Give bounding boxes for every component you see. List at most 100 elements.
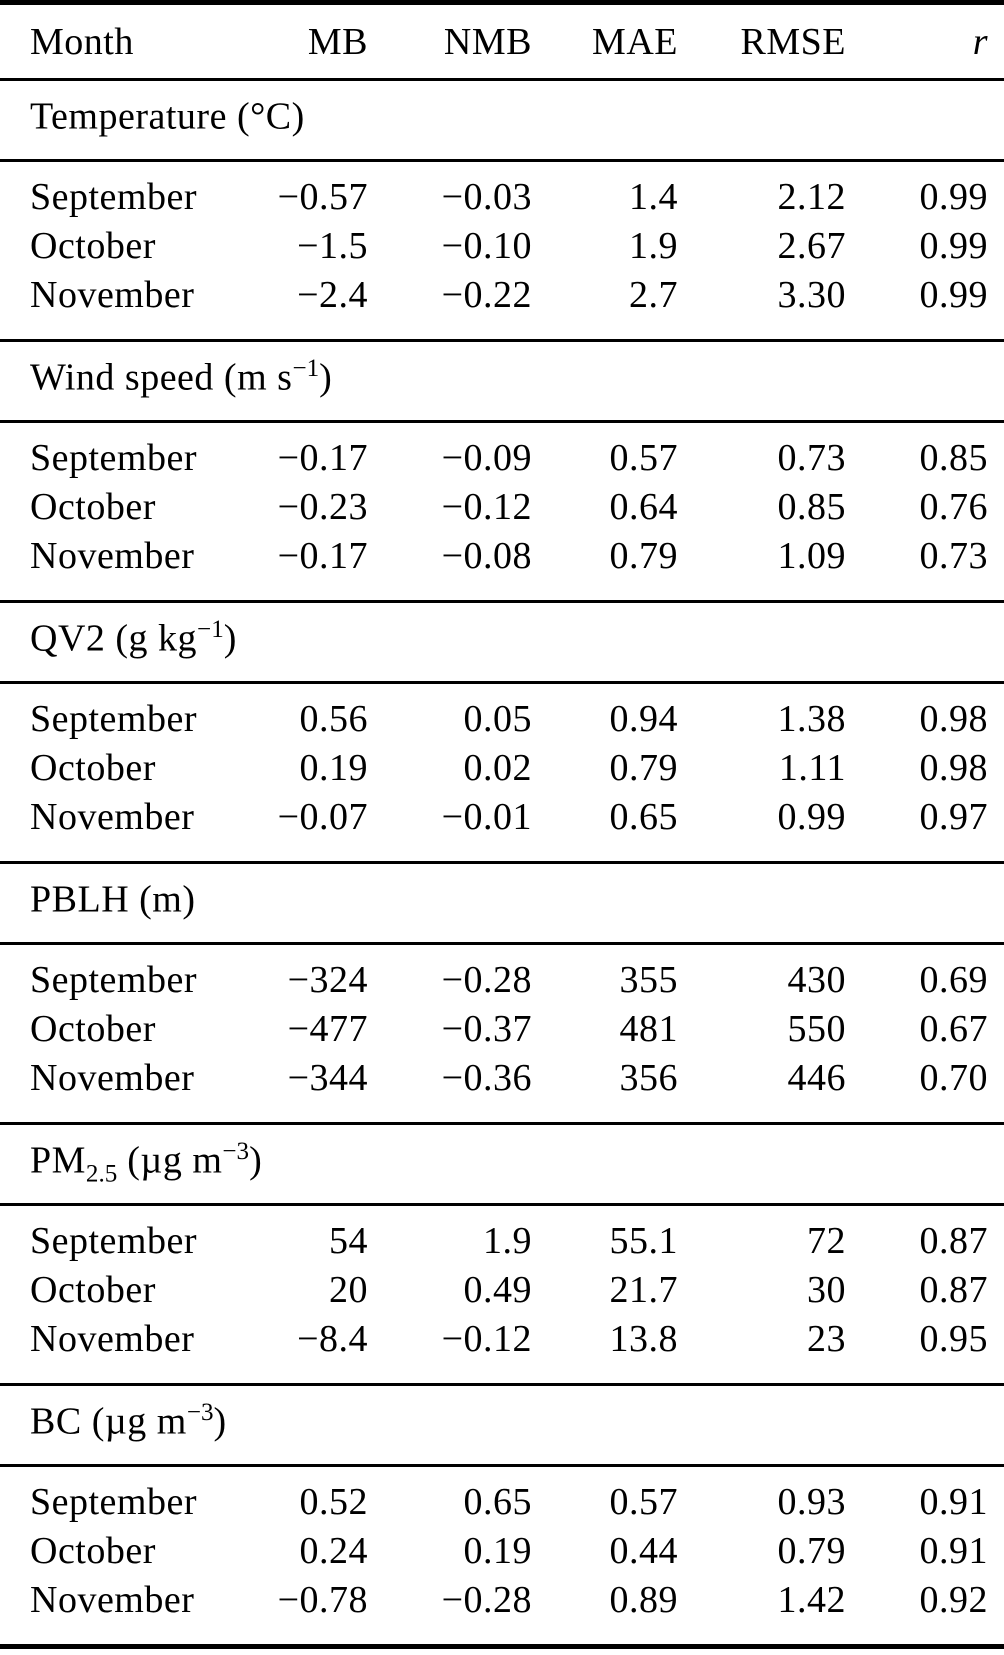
header-row: Month MB NMB MAE RMSE r	[0, 2, 1004, 81]
section-header-row-wind-speed: Wind speed (m s−1)	[0, 340, 1004, 423]
cell-nmb: −0.22	[368, 270, 532, 342]
cell-month: November	[0, 1053, 220, 1125]
table-row: September 0.52 0.65 0.57 0.93 0.91	[0, 1466, 1004, 1527]
cell-r: 0.91	[919, 1480, 988, 1523]
cell-mae: 0.89	[532, 1575, 678, 1648]
column-header-mae: MAE	[532, 2, 678, 81]
column-header-mb: MB	[220, 2, 368, 81]
cell-nmb: −0.28	[441, 958, 532, 1001]
cell-r: 0.99	[919, 224, 988, 267]
cell-rmse: 1.38	[777, 697, 846, 740]
cell-month: October	[30, 1268, 156, 1311]
cell-r: 0.98	[919, 697, 988, 740]
cell-mae: 0.79	[609, 746, 678, 789]
table-row: October −1.5 −0.10 1.9 2.67 0.99	[0, 221, 1004, 270]
column-header-r: r	[846, 2, 1004, 81]
cell-mae: 21.7	[609, 1268, 678, 1311]
section-title-bc: BC (µg m−3)	[0, 1384, 1004, 1467]
cell-rmse: 430	[787, 958, 846, 1001]
table-row: October −477 −0.37 481 550 0.67	[0, 1004, 1004, 1053]
section-title-wind-speed-post: )	[319, 356, 333, 399]
cell-month: October	[30, 746, 156, 789]
section-title-temperature: Temperature (°C)	[0, 79, 1004, 162]
table-row: September −324 −0.28 355 430 0.69	[0, 944, 1004, 1005]
cell-mb: −344	[220, 1053, 368, 1125]
section-header-row-qv2: QV2 (g kg−1)	[0, 601, 1004, 684]
section-title-qv2-post: )	[223, 617, 237, 660]
cell-mb: −0.07	[220, 792, 368, 864]
cell-nmb: −0.37	[441, 1007, 532, 1050]
cell-month: October	[30, 1529, 156, 1572]
cell-rmse: 0.85	[777, 485, 846, 528]
cell-rmse: 550	[787, 1007, 846, 1050]
section-header-row-pblh: PBLH (m)	[0, 862, 1004, 945]
cell-rmse: 2.12	[777, 175, 846, 218]
table-row: November −0.07 −0.01 0.65 0.99 0.97	[0, 792, 1004, 864]
table-row: November −0.17 −0.08 0.79 1.09 0.73	[0, 531, 1004, 603]
cell-nmb: −0.01	[368, 792, 532, 864]
cell-mae: 0.57	[609, 436, 678, 479]
cell-mae: 0.64	[609, 485, 678, 528]
section-title-qv2-sup: −1	[197, 615, 224, 643]
cell-rmse: 0.73	[777, 436, 846, 479]
cell-nmb: −0.12	[441, 485, 532, 528]
cell-mae: 481	[619, 1007, 678, 1050]
cell-month: September	[30, 1219, 198, 1262]
cell-rmse: 0.79	[777, 1529, 846, 1572]
cell-mb: 54	[329, 1219, 368, 1262]
cell-mb: −1.5	[297, 224, 368, 267]
cell-mae: 0.57	[609, 1480, 678, 1523]
table-row: September 54 1.9 55.1 72 0.87	[0, 1205, 1004, 1266]
section-title-pblh-pre: PBLH (m)	[30, 878, 196, 921]
cell-nmb: 1.9	[483, 1219, 532, 1262]
section-title-wind-speed-pre: Wind speed (m s	[30, 356, 293, 399]
cell-mb: −8.4	[220, 1314, 368, 1386]
cell-nmb: −0.03	[441, 175, 532, 218]
cell-month: September	[30, 958, 198, 1001]
section-title-pm2p5-mid: (µg m	[117, 1139, 223, 1182]
cell-mae: 0.79	[532, 531, 678, 603]
cell-nmb: 0.02	[463, 746, 532, 789]
cell-r: 0.98	[919, 746, 988, 789]
cell-nmb: −0.10	[441, 224, 532, 267]
table-row: October 20 0.49 21.7 30 0.87	[0, 1265, 1004, 1314]
section-title-pm2p5-pre: PM	[30, 1139, 86, 1182]
cell-mae: 1.9	[629, 224, 678, 267]
cell-nmb: −0.12	[368, 1314, 532, 1386]
cell-nmb: −0.09	[441, 436, 532, 479]
cell-month: September	[30, 697, 198, 740]
cell-r: 0.99	[919, 175, 988, 218]
section-title-temperature-pre: Temperature (°C)	[30, 95, 305, 138]
cell-mb: −477	[287, 1007, 368, 1050]
cell-mae: 0.94	[609, 697, 678, 740]
column-header-nmb: NMB	[368, 2, 532, 81]
cell-rmse: 0.93	[777, 1480, 846, 1523]
cell-r: 0.87	[919, 1219, 988, 1262]
section-title-wind-speed-sup: −1	[292, 354, 320, 382]
cell-mb: 0.19	[299, 746, 368, 789]
cell-month: September	[30, 175, 198, 218]
section-title-pm2p5-sup: −3	[222, 1137, 250, 1165]
cell-month: October	[30, 485, 156, 528]
section-title-pm2p5-post: )	[249, 1139, 263, 1182]
cell-r: 0.87	[919, 1268, 988, 1311]
cell-rmse: 72	[807, 1219, 846, 1262]
cell-month: November	[0, 531, 220, 603]
cell-mb: −0.57	[277, 175, 368, 218]
table-row: October 0.24 0.19 0.44 0.79 0.91	[0, 1526, 1004, 1575]
cell-rmse: 0.99	[678, 792, 846, 864]
cell-month: September	[30, 1480, 198, 1523]
cell-rmse: 1.09	[678, 531, 846, 603]
cell-mae: 55.1	[609, 1219, 678, 1262]
cell-mae: 0.44	[609, 1529, 678, 1572]
cell-rmse: 2.67	[777, 224, 846, 267]
section-title-pblh: PBLH (m)	[0, 862, 1004, 945]
table-row: November −8.4 −0.12 13.8 23 0.95	[0, 1314, 1004, 1386]
cell-nmb: 0.65	[463, 1480, 532, 1523]
cell-mb: 20	[329, 1268, 368, 1311]
cell-r: 0.99	[846, 270, 1004, 342]
cell-mb: 0.56	[299, 697, 368, 740]
cell-r: 0.67	[919, 1007, 988, 1050]
cell-nmb: −0.08	[368, 531, 532, 603]
